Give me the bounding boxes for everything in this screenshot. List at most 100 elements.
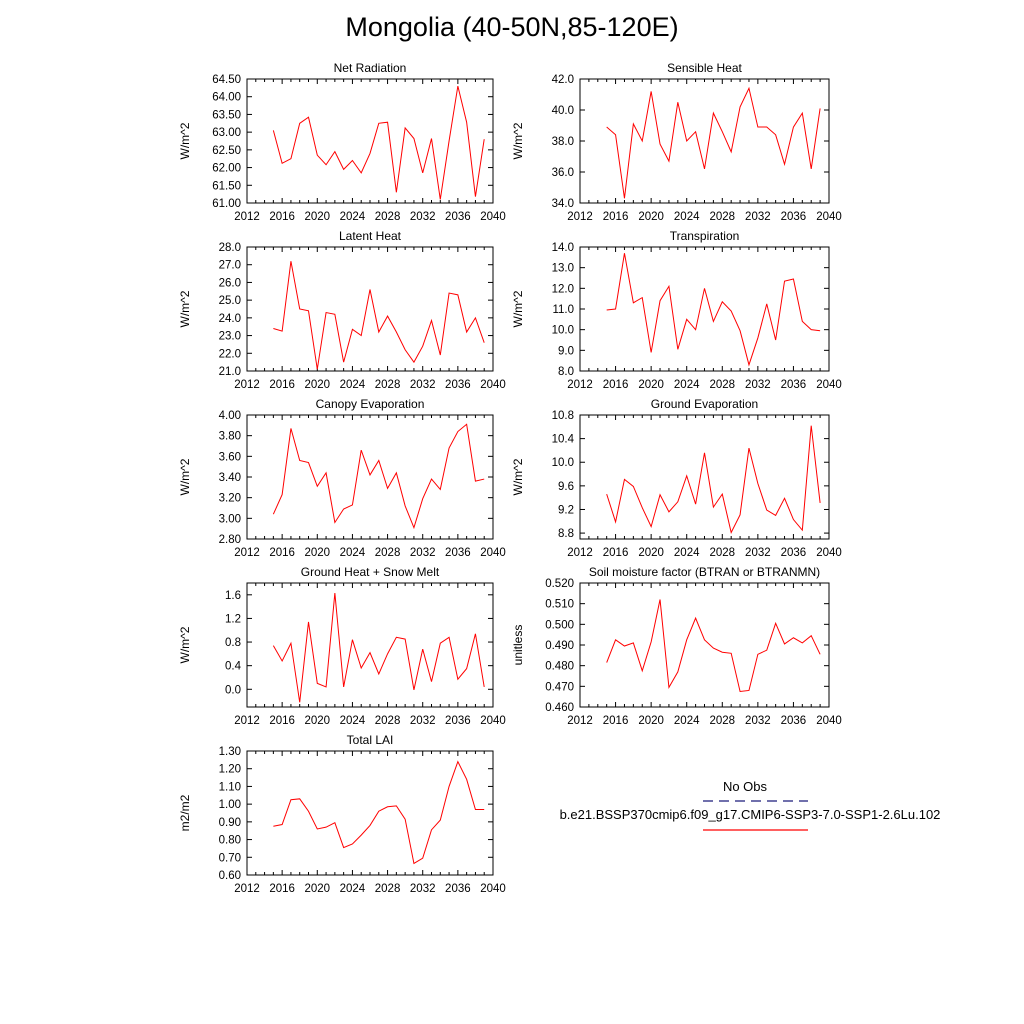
x-tick-label: 2036 — [445, 547, 471, 559]
x-tick-label: 2040 — [816, 547, 842, 559]
panel-6: 2012 2016 2020 2024 2028 2032 2036 2040 8.8 9.2 9.… — [511, 397, 842, 559]
x-tick-label: 2020 — [304, 715, 330, 727]
x-tick-label: 2012 — [567, 211, 593, 223]
x-tick-label: 2036 — [781, 379, 807, 391]
x-tick-label: 2028 — [709, 211, 735, 223]
y-tick-label: 64.00 — [212, 92, 241, 104]
y-tick-label: 22.0 — [219, 348, 241, 360]
x-tick-label: 2020 — [304, 547, 330, 559]
x-tick-label: 2024 — [674, 379, 700, 391]
x-tick-label: 2020 — [638, 715, 664, 727]
x-tick-label: 2040 — [816, 211, 842, 223]
x-tick-label: 2020 — [638, 379, 664, 391]
y-tick-label: 40.0 — [552, 105, 574, 117]
x-tick-label: 2028 — [375, 547, 401, 559]
y-tick-label: 4.00 — [219, 410, 241, 422]
panel-7: 2012 2016 2020 2024 2028 2032 2036 2040 0.0 0.4 0.… — [178, 565, 506, 727]
y-tick-label: 0.60 — [219, 870, 241, 882]
series-line — [606, 599, 821, 693]
y-axis-label: W/m^2 — [178, 290, 192, 327]
y-axis-label: W/m^2 — [178, 626, 192, 663]
plot-frame — [579, 78, 830, 204]
x-tick-label: 2036 — [445, 715, 471, 727]
x-tick-label: 2032 — [410, 715, 436, 727]
y-tick-label: 3.80 — [219, 431, 241, 443]
y-tick-label: 23.0 — [219, 331, 241, 343]
x-tick-label: 2016 — [603, 715, 629, 727]
x-tick-label: 2012 — [234, 211, 260, 223]
x-tick-label: 2028 — [709, 715, 735, 727]
plot-frame — [246, 750, 494, 876]
panel-title: Sensible Heat — [667, 61, 742, 75]
y-tick-label: 1.00 — [219, 799, 241, 811]
panel-2: 2012 2016 2020 2024 2028 2032 2036 2040 34.0 36.0… — [511, 61, 842, 223]
y-tick-label: 21.0 — [219, 366, 241, 378]
y-tick-label: 0.0 — [225, 684, 241, 696]
x-tick-label: 2032 — [745, 715, 771, 727]
y-tick-label: 12.0 — [552, 283, 574, 295]
panel-4: 2012 2016 2020 2024 2028 2032 2036 2040 8.0 9.0 10… — [511, 229, 842, 391]
legend-obs-label: No Obs — [722, 779, 768, 794]
y-tick-label: 10.8 — [552, 410, 574, 422]
x-tick-label: 2040 — [480, 883, 506, 895]
y-tick-label: 24.0 — [219, 313, 241, 325]
y-tick-label: 11.0 — [552, 304, 574, 316]
x-tick-label: 2024 — [674, 547, 700, 559]
x-tick-label: 2024 — [674, 211, 700, 223]
y-tick-label: 0.8 — [225, 637, 241, 649]
y-tick-label: 0.460 — [545, 702, 574, 714]
y-tick-label: 0.490 — [545, 640, 574, 652]
y-tick-label: 28.0 — [219, 242, 241, 254]
panel-3: 2012 2016 2020 2024 2028 2032 2036 2040 21.0 22.0… — [178, 229, 506, 391]
y-tick-label: 2.80 — [219, 534, 241, 546]
y-tick-label: 8.0 — [558, 366, 574, 378]
y-tick-label: 62.00 — [212, 163, 241, 175]
panel-9: 2012 2016 2020 2024 2028 2032 2036 2040 0.60 0.70… — [178, 733, 506, 895]
x-tick-label: 2012 — [234, 547, 260, 559]
x-tick-label: 2032 — [745, 379, 771, 391]
x-tick-label: 2016 — [603, 379, 629, 391]
panel-title: Latent Heat — [339, 229, 402, 243]
x-tick-label: 2016 — [269, 547, 295, 559]
x-tick-label: 2012 — [567, 715, 593, 727]
x-tick-label: 2028 — [709, 379, 735, 391]
panel-5: 2012 2016 2020 2024 2028 2032 2036 2040 2.80 3.00… — [178, 397, 506, 559]
plot-frame — [246, 582, 494, 708]
y-tick-label: 0.500 — [545, 619, 574, 631]
plot-frame — [579, 582, 830, 708]
x-tick-label: 2020 — [304, 379, 330, 391]
y-tick-label: 10.0 — [552, 457, 574, 469]
y-tick-label: 0.70 — [219, 852, 241, 864]
y-tick-label: 1.30 — [219, 746, 241, 758]
y-tick-label: 10.0 — [552, 325, 574, 337]
plot-frame — [246, 246, 494, 372]
y-tick-label: 9.2 — [558, 504, 574, 516]
y-tick-label: 1.6 — [225, 590, 241, 602]
y-tick-label: 0.80 — [219, 835, 241, 847]
figure-title: Mongolia (40-50N,85-120E) — [345, 12, 679, 42]
y-tick-label: 38.0 — [552, 136, 574, 148]
x-tick-label: 2032 — [745, 547, 771, 559]
x-tick-label: 2016 — [269, 715, 295, 727]
panel-title: Ground Evaporation — [651, 397, 758, 411]
x-tick-label: 2024 — [340, 547, 366, 559]
series-line — [606, 425, 821, 534]
y-axis-label: W/m^2 — [178, 458, 192, 495]
y-tick-label: 36.0 — [552, 167, 574, 179]
x-tick-label: 2036 — [445, 211, 471, 223]
y-tick-label: 0.90 — [219, 817, 241, 829]
y-axis-label: unitless — [511, 625, 525, 666]
y-axis-label: W/m^2 — [511, 290, 525, 327]
x-tick-label: 2040 — [480, 379, 506, 391]
panel-title: Canopy Evaporation — [316, 397, 425, 411]
x-tick-label: 2032 — [410, 547, 436, 559]
series-line — [272, 85, 485, 200]
series-line — [272, 592, 485, 703]
y-tick-label: 42.0 — [552, 74, 574, 86]
y-tick-label: 26.0 — [219, 277, 241, 289]
y-tick-label: 0.4 — [225, 661, 242, 673]
series-line — [272, 423, 485, 530]
x-tick-label: 2012 — [567, 379, 593, 391]
x-tick-label: 2016 — [269, 211, 295, 223]
